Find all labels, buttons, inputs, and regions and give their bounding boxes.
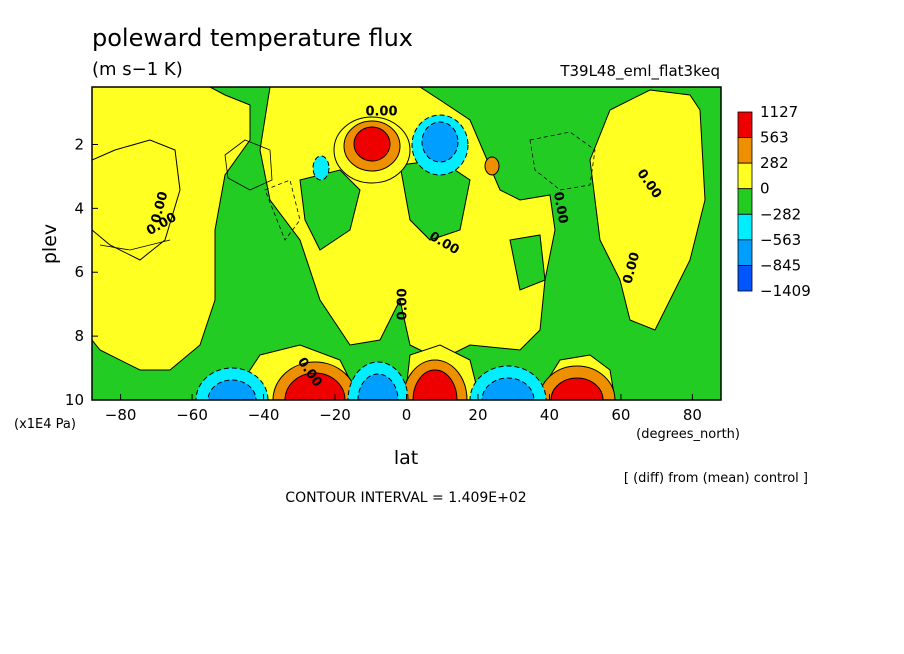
chart-title: poleward temperature flux bbox=[92, 24, 413, 52]
neg-core-bottom-left-2 bbox=[207, 379, 257, 400]
colorbar-swatch bbox=[737, 265, 753, 292]
y-axis-label: plev bbox=[39, 224, 61, 264]
x-tick-label: −80 bbox=[105, 406, 137, 424]
colorbar-label: 0 bbox=[760, 180, 770, 198]
x-tick-label: 60 bbox=[611, 406, 630, 424]
plot-area: 0.000.000.000.000.000.000.000.000.00 bbox=[91, 86, 722, 401]
contour-label: 0.00 bbox=[396, 288, 411, 320]
core-upper-ring3 bbox=[353, 126, 391, 162]
colorbar-swatch bbox=[737, 188, 753, 215]
colorbar-swatch bbox=[737, 213, 753, 241]
x-tick-label: −40 bbox=[248, 406, 280, 424]
colorbar-label: 563 bbox=[760, 129, 789, 147]
y-tick-label: 8 bbox=[74, 327, 84, 345]
y-axis-units: (x1E4 Pa) bbox=[14, 417, 76, 432]
yellow-region-right bbox=[589, 89, 706, 331]
colorbar-swatch bbox=[737, 239, 753, 266]
core-bottom-center-2 bbox=[412, 369, 458, 400]
x-axis: −80 −60 −40 −20 0 20 40 60 80 bbox=[105, 394, 702, 424]
contour-interval: CONTOUR INTERVAL = 1.409E+02 bbox=[285, 490, 526, 506]
neg-core-bottom-right-2 bbox=[481, 377, 535, 400]
thin-contours bbox=[99, 131, 596, 251]
x-tick-label: 40 bbox=[540, 406, 559, 424]
y-axis: 2 4 6 8 10 bbox=[65, 135, 98, 409]
colorbar-label: 282 bbox=[760, 154, 789, 172]
x-axis-label: lat bbox=[394, 447, 418, 469]
colorbar-label: −282 bbox=[760, 205, 801, 223]
core-bottom-left-2 bbox=[284, 372, 346, 400]
contour-label: 0.00 bbox=[365, 105, 397, 120]
x-tick-label: 80 bbox=[683, 406, 702, 424]
neg-core-bottom-mid-2 bbox=[357, 373, 399, 400]
y-tick-label: 6 bbox=[74, 263, 84, 281]
colorbar-swatch bbox=[737, 137, 753, 164]
run-label: T39L48_eml_flat3keq bbox=[559, 62, 720, 81]
thin-contour-2 bbox=[529, 131, 596, 191]
colorbar-swatch bbox=[737, 111, 753, 138]
colorbar-label: −845 bbox=[760, 256, 801, 274]
y-tick-label: 2 bbox=[74, 135, 84, 153]
green-hole-3 bbox=[509, 234, 546, 291]
x-tick-label: −60 bbox=[176, 406, 208, 424]
colorbar: 1127 563 282 0 −282 −563 −845 −1409 bbox=[737, 103, 811, 300]
annotation: [ (diff) from (mean) control ] bbox=[624, 471, 808, 486]
x-tick-label: −20 bbox=[319, 406, 351, 424]
x-tick-label: 20 bbox=[468, 406, 487, 424]
x-tick-label: 0 bbox=[402, 406, 412, 424]
core-bottom-right-2 bbox=[550, 377, 604, 400]
thin-contour-4 bbox=[99, 239, 171, 251]
x-axis-units: (degrees_north) bbox=[636, 427, 740, 442]
yellow-region-left-top bbox=[92, 139, 181, 261]
neg-core-upper-2 bbox=[421, 121, 459, 163]
thin-contour-3 bbox=[264, 179, 301, 241]
core-upper-right bbox=[484, 156, 500, 176]
colorbar-swatch bbox=[737, 162, 753, 190]
positive-cores bbox=[272, 116, 616, 400]
yellow-region-center bbox=[259, 87, 556, 361]
y-tick-label: 4 bbox=[74, 199, 84, 217]
colorbar-label: −563 bbox=[760, 231, 801, 249]
contour-label: 0.00 bbox=[550, 191, 570, 225]
chart-units: (m s−1 K) bbox=[92, 59, 183, 80]
colorbar-label: 1127 bbox=[760, 103, 798, 121]
colorbar-label: −1409 bbox=[760, 282, 811, 300]
green-hole-1 bbox=[299, 169, 361, 251]
neg-core-upper-left bbox=[312, 155, 330, 181]
thin-contour-1 bbox=[224, 139, 273, 191]
negative-cores bbox=[195, 114, 547, 400]
y-tick-label: 10 bbox=[65, 391, 84, 409]
